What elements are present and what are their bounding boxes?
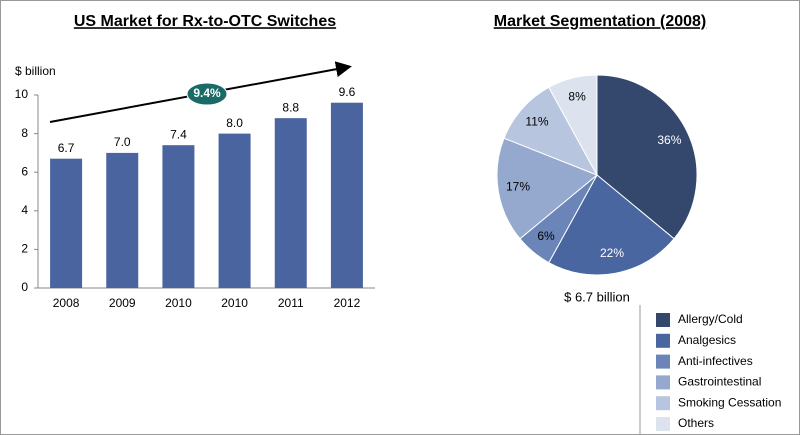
x-tick-label: 2010	[221, 296, 248, 310]
legend-swatch	[656, 375, 670, 390]
y-axis-label: $ billion	[15, 64, 56, 78]
value-label: 36%	[657, 133, 681, 147]
legend-label: Analgesics	[678, 333, 736, 347]
y-tick-label: 2	[21, 242, 28, 256]
legend-label: Others	[678, 416, 714, 430]
pie-slice	[503, 86, 599, 176]
legend-label: Anti-infectives	[678, 354, 753, 368]
annotation: 9.4%	[193, 86, 221, 100]
y-tick-label: 10	[15, 87, 29, 101]
value-label: 7.0	[114, 135, 131, 149]
chart-subtitle: $ 6.7 billion	[564, 289, 630, 304]
value-label: 6%	[537, 229, 555, 243]
value-label: 17%	[506, 180, 530, 194]
x-tick-label: 2011	[278, 296, 304, 310]
value-label: 6.7	[58, 141, 75, 155]
chart-title: US Market for Rx-to-OTC Switches	[74, 13, 336, 30]
x-tick-label: 2008	[53, 296, 80, 310]
y-tick-label: 8	[21, 126, 28, 140]
legend-swatch	[656, 396, 670, 411]
y-tick-label: 0	[21, 280, 28, 294]
y-tick-label: 6	[21, 164, 28, 178]
bar	[274, 118, 307, 288]
value-label: 11%	[525, 114, 548, 128]
legend-swatch	[656, 354, 670, 369]
value-label: 7.4	[170, 127, 187, 141]
x-tick-label: 2009	[109, 296, 136, 310]
value-label: 8.8	[282, 100, 299, 114]
x-tick-label: 2010	[165, 296, 192, 310]
legend-label: Gastrointestinal	[678, 375, 761, 389]
annotation-badge	[186, 82, 228, 106]
bar	[330, 102, 363, 288]
value-label: 9.6	[339, 85, 356, 99]
legend-swatch	[656, 333, 670, 348]
chart-title: Market Segmentation (2008)	[494, 13, 707, 30]
y-tick-label: 4	[21, 203, 28, 217]
bar	[50, 158, 83, 288]
bar	[162, 145, 195, 288]
legend-label: Allergy/Cold	[678, 312, 743, 326]
value-label: 8.0	[226, 116, 243, 130]
legend-swatch	[656, 313, 670, 327]
legend-swatch	[656, 417, 670, 431]
bar	[218, 133, 251, 288]
value-label: 8%	[568, 90, 586, 104]
pie-slice	[548, 174, 675, 276]
x-tick-label: 2012	[334, 296, 361, 310]
legend-label: Smoking Cessation	[678, 395, 781, 409]
pie-slice	[548, 74, 598, 176]
pie-slice	[496, 137, 598, 240]
bar	[106, 152, 139, 288]
value-label: 22%	[600, 246, 624, 260]
pie-slice	[596, 74, 698, 240]
